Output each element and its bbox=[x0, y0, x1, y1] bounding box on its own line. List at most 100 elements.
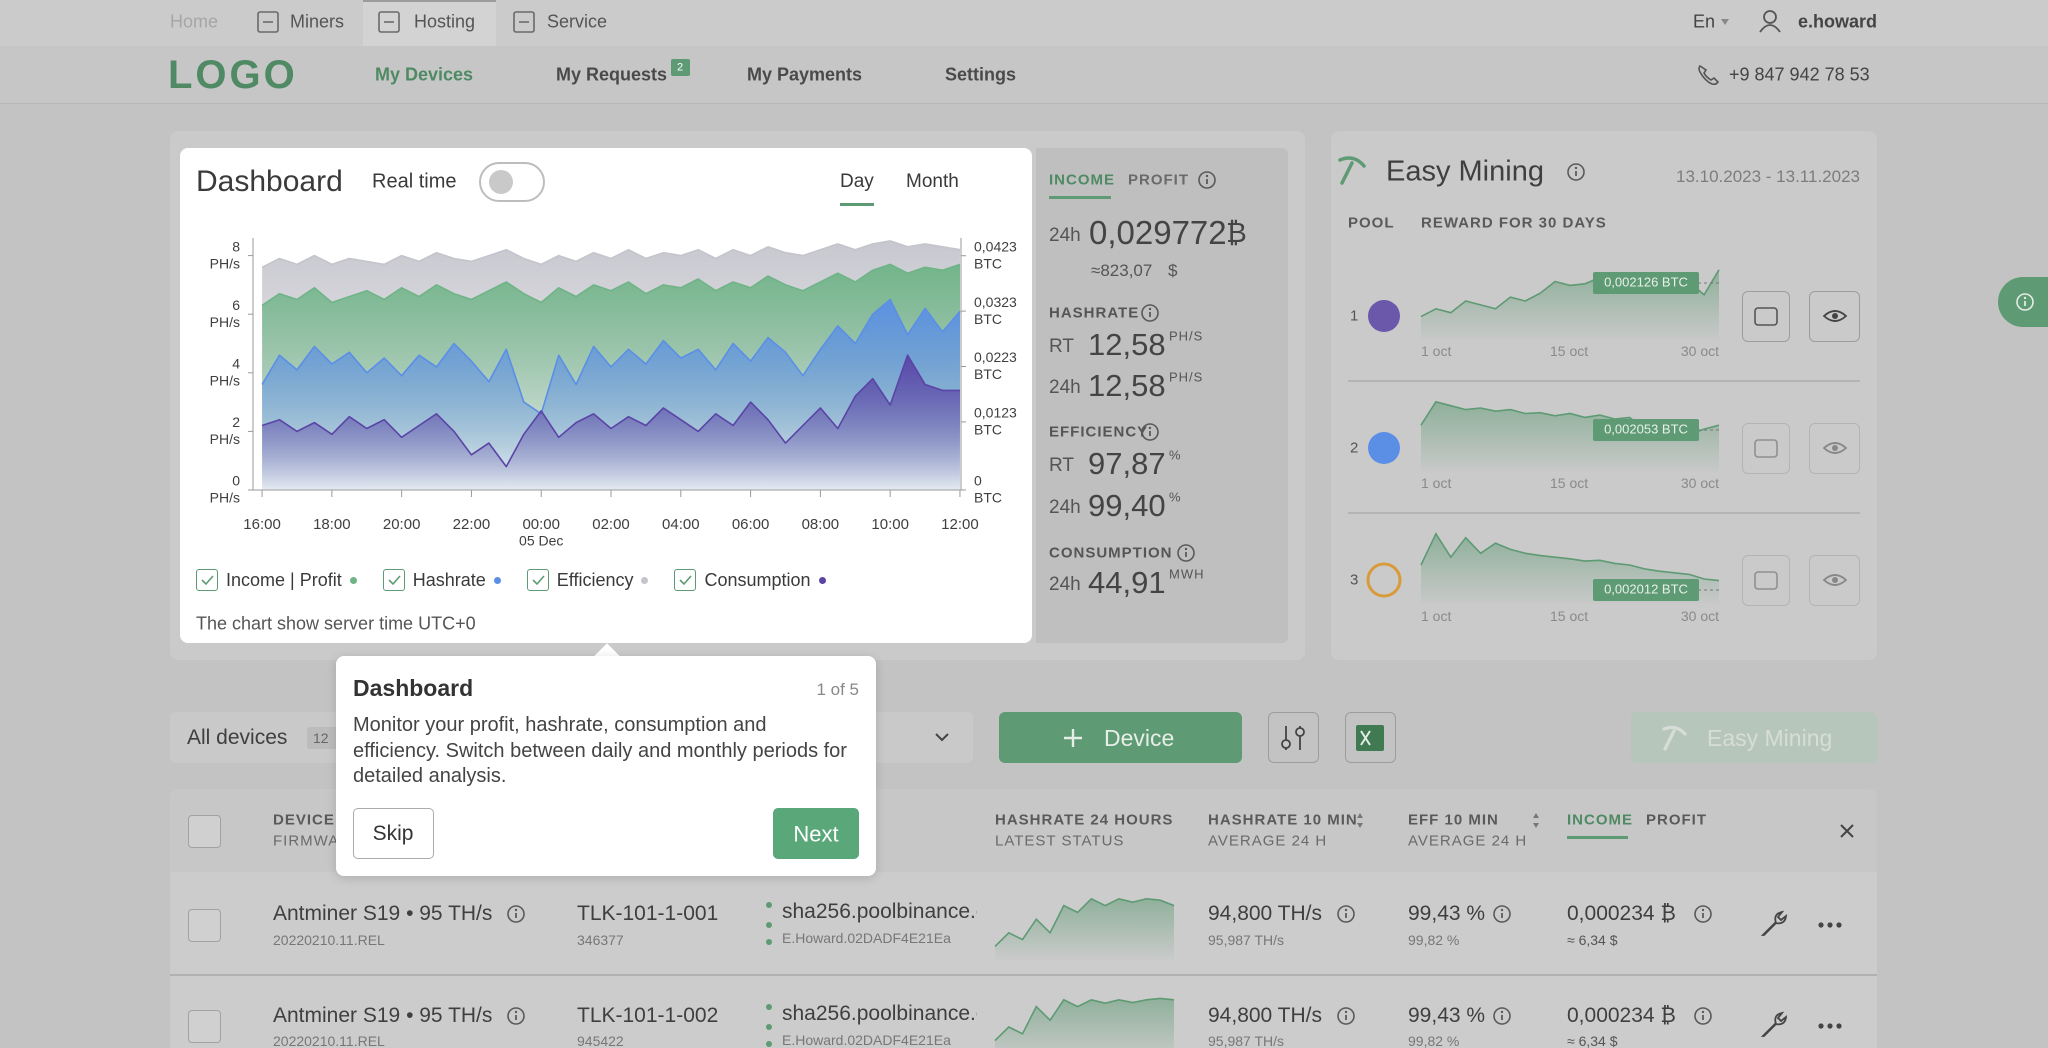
summary-tab[interactable]: INCOME bbox=[1049, 171, 1115, 189]
income: 0,000234 ₿ bbox=[1567, 901, 1676, 925]
legend-swatch bbox=[818, 576, 826, 584]
spark-axis-label: 30 oct bbox=[1680, 342, 1719, 359]
easy-mining-title: Easy Mining bbox=[1386, 155, 1544, 188]
hashrate-avg: 95,987 TH/s bbox=[1208, 931, 1285, 948]
column-header: POOL bbox=[1348, 214, 1395, 232]
hashrate: 94,800 TH/s bbox=[1208, 901, 1323, 925]
dashboard-title: Dashboard bbox=[196, 164, 343, 198]
device-name: Antminer S19 • 95 TH/s bbox=[273, 901, 493, 925]
income-currency: ₿ bbox=[1226, 216, 1247, 248]
next-button[interactable] bbox=[773, 808, 859, 859]
view-button[interactable] bbox=[1809, 291, 1860, 342]
nav-tab[interactable]: My Payments bbox=[747, 64, 863, 85]
serial: 945422 bbox=[577, 1032, 624, 1048]
legend-swatch bbox=[349, 576, 357, 584]
realtime-label: Real time bbox=[372, 170, 457, 193]
nav-link[interactable]: Hosting bbox=[414, 11, 476, 32]
help-tab[interactable] bbox=[1998, 277, 2048, 327]
row-divider bbox=[170, 974, 1877, 976]
column-header: EFF 10 MIN bbox=[1408, 811, 1499, 829]
nav-link[interactable]: Miners bbox=[290, 11, 345, 32]
spark-axis-label: 15 oct bbox=[1550, 607, 1589, 624]
metric-value: 12,58 bbox=[1088, 368, 1166, 404]
legend-checkbox[interactable] bbox=[196, 569, 218, 591]
spark-axis-label: 15 oct bbox=[1550, 342, 1589, 359]
metric-label: EFFICIENCY bbox=[1049, 423, 1149, 441]
income-value: 0,029772 bbox=[1089, 214, 1227, 252]
user-name[interactable]: e.howard bbox=[1798, 11, 1878, 32]
column-header: HASHRATE 10 MIN bbox=[1208, 811, 1358, 829]
period-tab[interactable]: Month bbox=[906, 171, 959, 193]
firmware: 20220210.11.REL bbox=[273, 931, 385, 948]
worker-name: E.Howard.02DADF4E21Ea bbox=[782, 1031, 951, 1048]
summary-tab[interactable]: PROFIT bbox=[1128, 171, 1189, 189]
legend-checkbox[interactable] bbox=[526, 569, 549, 591]
export-button[interactable] bbox=[1345, 712, 1396, 763]
spark-axis-label: 30 oct bbox=[1680, 474, 1719, 491]
checkmark bbox=[532, 575, 545, 586]
legend-checkbox[interactable] bbox=[382, 569, 405, 591]
income-fiat: $ bbox=[1168, 261, 1178, 281]
view-button[interactable] bbox=[1809, 423, 1860, 474]
add-device-button[interactable] bbox=[999, 712, 1242, 763]
skip-button[interactable] bbox=[353, 808, 434, 859]
tour-text: Monitor your profit, hashrate, consumpti… bbox=[353, 714, 847, 787]
legend-item[interactable]: Efficiency bbox=[526, 569, 649, 591]
view-button[interactable] bbox=[1809, 555, 1860, 606]
nav-link[interactable]: Service bbox=[547, 11, 608, 32]
period-label: 24h bbox=[1049, 497, 1081, 519]
reward-label: 0,002012 BTC bbox=[1604, 581, 1688, 597]
badge-count: 2 bbox=[676, 61, 684, 74]
tour-title: Dashboard bbox=[353, 674, 474, 701]
summary-panel bbox=[1036, 148, 1288, 643]
wallet-button[interactable] bbox=[1742, 555, 1790, 606]
row-checkbox[interactable] bbox=[188, 909, 221, 942]
nav-link[interactable]: Home bbox=[170, 11, 219, 32]
period-tab[interactable]: Day bbox=[840, 171, 874, 193]
efficiency: 99,43 % bbox=[1408, 1003, 1486, 1027]
period-label: 24h bbox=[1049, 225, 1081, 247]
income-tab[interactable]: INCOME bbox=[1567, 811, 1633, 829]
date-range: 13.10.2023 - 13.11.2023 bbox=[1675, 167, 1860, 187]
profit-tab[interactable]: PROFIT bbox=[1646, 811, 1707, 829]
legend-item[interactable]: Income | Profit bbox=[196, 569, 357, 591]
wallet-button[interactable] bbox=[1742, 423, 1790, 474]
column-subheader: AVERAGE 24 H bbox=[1408, 832, 1528, 850]
metric-unit: PH/S bbox=[1169, 328, 1204, 344]
metric-label: CONSUMPTION bbox=[1049, 544, 1173, 562]
columns-button[interactable] bbox=[1268, 712, 1319, 763]
efficiency-avg: 99,82 % bbox=[1408, 1032, 1460, 1048]
metric-value: 99,40 bbox=[1088, 488, 1166, 524]
efficiency-avg: 99,82 % bbox=[1408, 931, 1460, 948]
period-label: 24h bbox=[1049, 377, 1081, 399]
wallet-button[interactable] bbox=[1742, 291, 1790, 342]
column-header: HASHRATE 24 HOURS bbox=[995, 811, 1174, 829]
column-subheader: LATEST STATUS bbox=[995, 832, 1125, 850]
nav-tab[interactable]: My Requests bbox=[556, 64, 668, 85]
metric-value: 97,87 bbox=[1088, 446, 1166, 482]
metric-unit: MWH bbox=[1169, 566, 1205, 582]
nav-tab[interactable]: Settings bbox=[945, 64, 1017, 85]
row-checkbox[interactable] bbox=[188, 1010, 221, 1043]
legend-label: Hashrate bbox=[412, 569, 486, 590]
legend-item[interactable]: Hashrate bbox=[382, 569, 501, 591]
checkmark bbox=[201, 575, 214, 586]
legend-checkbox[interactable] bbox=[674, 569, 697, 591]
pool-url: sha256.poolbinance.com bbox=[782, 899, 977, 923]
spark-axis-label: 1 oct bbox=[1421, 342, 1452, 359]
legend-item[interactable]: Consumption bbox=[674, 569, 826, 591]
top-bar bbox=[0, 0, 2048, 46]
income-fiat: ≈ 6,34 $ bbox=[1567, 1032, 1618, 1048]
logo[interactable]: LOGO bbox=[168, 53, 298, 97]
pool-rank: 2 bbox=[1350, 439, 1359, 457]
legend-label: Income | Profit bbox=[226, 569, 342, 590]
device-id: TLK-101-1-001 bbox=[577, 901, 719, 925]
reward-label: 0,002053 BTC bbox=[1604, 421, 1688, 437]
pool-url: sha256.poolbinance.com bbox=[782, 1001, 977, 1025]
language-select[interactable]: En bbox=[1693, 11, 1716, 32]
row-checkbox[interactable] bbox=[188, 815, 221, 848]
count-badge bbox=[307, 727, 341, 749]
nav-tab[interactable]: My Devices bbox=[375, 64, 474, 85]
period-underline bbox=[840, 203, 874, 206]
phone-number[interactable]: +9 847 942 78 53 bbox=[1729, 64, 1870, 85]
